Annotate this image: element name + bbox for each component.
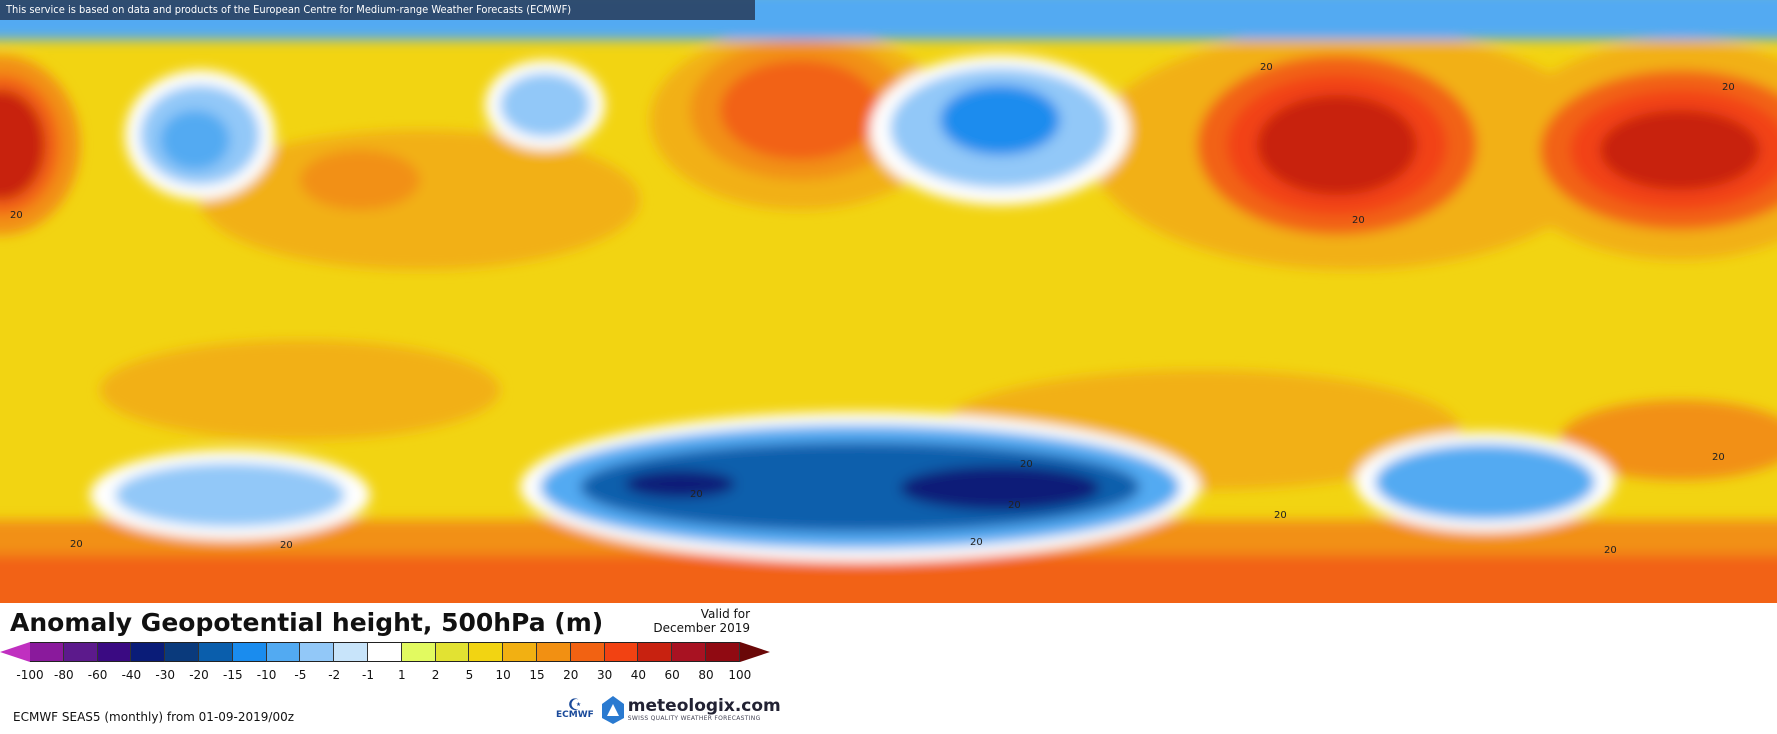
legend-swatch <box>503 642 537 662</box>
legend-tick: 60 <box>664 668 680 682</box>
contour-label: 20 <box>1274 510 1287 521</box>
legend-swatch <box>604 642 639 662</box>
valid-label: Valid for <box>700 607 750 621</box>
legend-tick: 2 <box>431 668 440 682</box>
contour-label: 20 <box>280 540 293 551</box>
legend-tick: 1 <box>397 668 406 682</box>
legend-high-arrow <box>739 642 770 662</box>
anomaly-zone <box>500 73 590 137</box>
contour-label: 20 <box>1722 82 1735 93</box>
legend-tick: -15 <box>222 668 243 682</box>
meteologix-logo: meteologix.com SWISS QUALITY WEATHER FORE… <box>601 696 781 724</box>
legend-tick: -80 <box>53 668 74 682</box>
legend-swatch <box>469 642 504 662</box>
legend-tick: -60 <box>87 668 108 682</box>
legend-swatch <box>705 642 740 662</box>
legend-ticks: -100 -80 -60 -40 -30 -20 -15 -10 -5 -2 -1 1 2 5 10 15 20… <box>0 668 760 684</box>
legend-tick: -10 <box>256 668 277 682</box>
logos: ☪ ECMWF meteologix.com SWISS QUALITY WEATH… <box>556 696 781 724</box>
legend-tick: -1 <box>362 668 374 682</box>
valid-month: December 2019 <box>653 621 750 635</box>
model-run-info: ECMWF SEAS5 (monthly) from 01-09-2019/00… <box>13 710 295 724</box>
legend-swatch <box>401 642 436 662</box>
legend-tick: 5 <box>465 668 474 682</box>
legend-tick: 100 <box>728 668 752 682</box>
contour-label: 20 <box>70 539 83 550</box>
contour-label: 20 <box>1352 215 1365 226</box>
legend-swatch <box>30 642 64 662</box>
legend-swatch <box>232 642 267 662</box>
legend-tick: -5 <box>294 668 307 682</box>
legend-swatch <box>672 642 706 662</box>
contour-label: 20 <box>970 537 983 548</box>
anomaly-zone <box>1560 400 1777 480</box>
anomaly-zone <box>720 60 880 160</box>
anomaly-zone <box>1257 95 1417 195</box>
legend-swatch <box>131 642 166 662</box>
contour-label: 20 <box>690 489 703 500</box>
legend-tick: 20 <box>563 668 579 682</box>
ecmwf-logo: ☪ ECMWF <box>556 695 594 721</box>
legend-swatch <box>435 642 470 662</box>
legend-tick: -20 <box>189 668 209 682</box>
legend-swatch <box>367 642 402 662</box>
anomaly-zone <box>115 463 345 527</box>
anomaly-zone <box>900 466 1100 510</box>
legend-tick: 10 <box>495 668 511 682</box>
legend-swatch <box>536 642 571 662</box>
legend-tick: -30 <box>155 668 175 682</box>
legend-swatch <box>638 642 673 662</box>
contour-label: 20 <box>1712 452 1725 463</box>
legend-swatch <box>97 642 132 662</box>
legend-tick: -100 <box>16 668 44 682</box>
anomaly-zone <box>625 470 735 498</box>
legend-swatch <box>570 642 605 662</box>
map-title: Anomaly Geopotential height, 500hPa (m) <box>10 608 604 637</box>
anomaly-zone <box>0 90 45 200</box>
anomaly-map: 20 20 20 20 20 20 20 20 20 20 20 20 20 <box>0 0 1777 603</box>
contour-label: 20 <box>1260 62 1273 73</box>
legend-tick: 40 <box>630 668 647 682</box>
contour-label: 20 <box>1008 500 1021 511</box>
legend-tick: -2 <box>328 668 341 682</box>
anomaly-zone <box>1375 444 1595 520</box>
anomaly-zone <box>1600 110 1760 190</box>
legend-swatch <box>334 642 368 662</box>
anomaly-zone <box>300 150 420 210</box>
legend-swatch <box>198 642 233 662</box>
legend-swatch <box>165 642 199 662</box>
meteologix-icon <box>601 696 624 724</box>
legend-low-arrow <box>0 642 30 662</box>
legend-tick: 80 <box>698 668 714 682</box>
color-legend <box>0 641 770 663</box>
legend-tick: -40 <box>121 668 142 682</box>
anomaly-zone <box>940 85 1060 155</box>
legend-swatch <box>300 642 335 662</box>
anomaly-zone <box>0 555 1777 603</box>
contour-label: 20 <box>1604 545 1617 556</box>
anomaly-zone <box>100 340 500 440</box>
legend-swatch <box>266 642 301 662</box>
valid-date: Valid for December 2019 <box>640 607 750 635</box>
legend-tick: 15 <box>529 668 545 682</box>
anomaly-zone <box>160 110 230 170</box>
contour-label: 20 <box>10 210 23 221</box>
contour-label: 20 <box>1020 459 1033 470</box>
legend-tick: 30 <box>596 668 613 682</box>
ecmwf-credit-banner: This service is based on data and produc… <box>0 0 755 20</box>
legend-swatch <box>63 642 98 662</box>
